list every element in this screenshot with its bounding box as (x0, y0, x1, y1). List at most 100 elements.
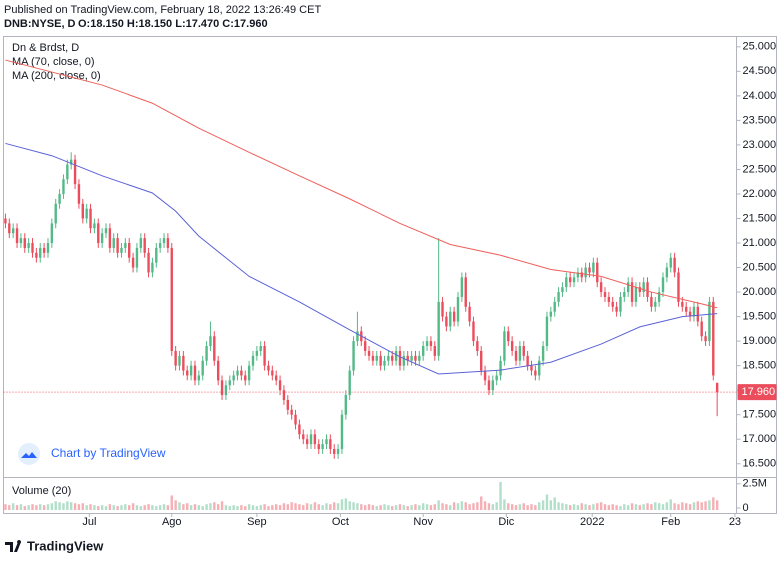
volume-bar (406, 506, 409, 510)
candle-body (213, 336, 216, 361)
candle-body (464, 277, 467, 307)
volume-bar (294, 503, 297, 510)
volume-bar (69, 502, 73, 510)
volume-bar (383, 504, 386, 510)
volume-bar (329, 504, 332, 510)
volume-bar (387, 505, 390, 510)
candle-body (487, 380, 491, 391)
volume-bar (305, 503, 309, 510)
volume-bar (661, 504, 665, 510)
volume-bar (39, 504, 42, 510)
volume-bar (275, 504, 278, 510)
candle-body (232, 375, 235, 381)
volume-bar (429, 505, 433, 510)
candle-body (472, 321, 475, 342)
volume-bar (607, 505, 611, 510)
candle-body (677, 272, 680, 302)
candle-body (46, 243, 50, 253)
volume-bar (650, 504, 653, 510)
volume-bar (541, 500, 545, 510)
volume-bar (418, 505, 421, 510)
candle-body (526, 355, 529, 366)
volume-bar (89, 504, 92, 510)
volume-bar (669, 499, 672, 510)
y-tick-label: 24.000 (743, 90, 777, 102)
candle-body (692, 306, 696, 317)
candle-body (425, 341, 429, 347)
candle-body (155, 247, 158, 263)
candle-body (611, 301, 614, 307)
candle-body (654, 301, 657, 307)
candle-body (406, 355, 409, 361)
candle-body (638, 287, 641, 293)
volume-bar (460, 501, 464, 510)
volume-bar (483, 501, 487, 510)
volume-bar (116, 506, 119, 510)
y-tick-label: 18.500 (743, 360, 777, 372)
volume-bar (657, 503, 661, 510)
candle-body (340, 414, 344, 450)
volume-bar (549, 500, 553, 510)
candle-body (704, 336, 707, 342)
candle-body (220, 380, 224, 396)
candle-body (251, 355, 255, 366)
volume-bar (449, 505, 452, 510)
candle-body (333, 449, 336, 454)
candle-body (499, 360, 502, 376)
volume-bar (468, 504, 471, 510)
volume-bar (97, 506, 100, 510)
volume-tick-label: 2.5M (743, 478, 767, 490)
volume-bar (375, 506, 378, 510)
volume-bar (348, 501, 351, 510)
candle-body (646, 282, 649, 297)
candle-body (305, 439, 309, 445)
candle-body (584, 267, 587, 278)
volume-bar (309, 504, 313, 510)
candle-body (216, 360, 220, 381)
candle-body (665, 267, 669, 278)
volume-bar (425, 504, 429, 510)
candle-body (421, 346, 425, 356)
candle-body (186, 370, 189, 376)
volume-bar (313, 502, 317, 510)
volume-bar (213, 502, 216, 510)
volume-bar (700, 502, 703, 510)
candle-body (607, 296, 611, 302)
volume-bar (66, 501, 69, 510)
candle-body (158, 243, 162, 248)
y-tick-label: 23.000 (743, 139, 777, 151)
volume-bar (205, 504, 208, 510)
volume-bar (696, 501, 700, 510)
volume-bar (568, 505, 572, 510)
volume-bar (456, 503, 460, 510)
candle-body (35, 252, 38, 258)
volume-bar (27, 505, 30, 510)
candle-body (348, 370, 351, 396)
volume-bar (487, 503, 491, 510)
volume-bar (619, 506, 622, 510)
candle-body (240, 370, 243, 376)
candle-body (642, 282, 645, 293)
volume-bar (557, 502, 560, 510)
y-tick-label: 19.000 (743, 335, 777, 347)
volume-bar (526, 505, 529, 510)
candle-body (201, 360, 204, 376)
volume-bar (356, 503, 359, 510)
volume-bar (437, 500, 440, 510)
candle-body (549, 311, 553, 317)
volume-bar (611, 504, 614, 510)
y-tick-label: 17.000 (743, 433, 777, 445)
candle-body (8, 223, 11, 234)
volume-bar (267, 506, 270, 510)
volume-bar (104, 506, 108, 510)
candle-body (166, 238, 170, 248)
volume-bar (692, 502, 696, 510)
candle-body (93, 223, 96, 229)
volume-bar (592, 504, 595, 510)
candle-body (309, 434, 313, 445)
volume-bar (108, 504, 112, 510)
volume-bar (402, 505, 406, 510)
candle-body (576, 272, 580, 278)
candle-body (596, 262, 599, 283)
